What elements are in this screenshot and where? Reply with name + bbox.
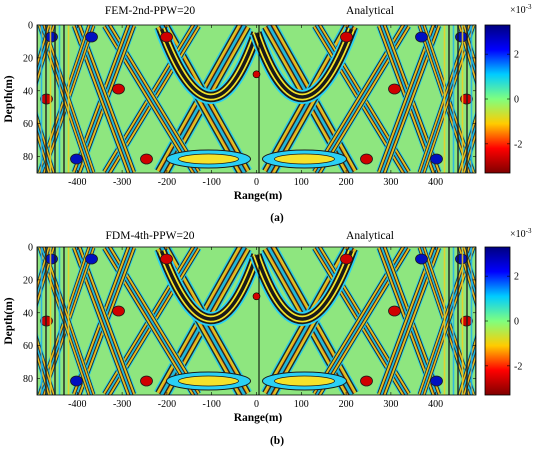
colorbar-exponent-b: ×10-3: [510, 227, 532, 240]
x-tick-label: 300: [383, 177, 398, 188]
y-tick-label: 40: [23, 86, 33, 97]
subfigure-label-b: (b): [270, 435, 284, 447]
y-tick-label: 0: [28, 243, 33, 254]
subfigure-label-a: (a): [270, 212, 284, 224]
source-marker-b: [252, 292, 261, 301]
y-tick-label: 80: [23, 152, 33, 163]
x-tick-label: -100: [203, 399, 221, 410]
right-title-a: Analytical: [346, 5, 394, 17]
x-axis-label-a: Range(m): [234, 190, 283, 202]
wave-band: [254, 28, 354, 99]
field-extremum: [388, 305, 401, 317]
colorbar-exponent-a: ×10-3: [510, 3, 532, 16]
wave-band: [159, 250, 259, 321]
x-tick-label: -200: [158, 177, 176, 188]
y-ticks-a: 0 20 40 60 80: [23, 21, 476, 163]
y-tick-label: 0: [28, 21, 33, 32]
wave-band: [460, 25, 476, 76]
x-ticks-a: -400 -300 -200 -100 0 100 200 300 400: [68, 25, 443, 188]
y-axis-label-b: Depth(m): [3, 297, 15, 344]
colorbar-gradient-b: [484, 246, 511, 396]
field-extremum: [140, 153, 153, 165]
y-axis-label-a: Depth(m): [3, 75, 15, 122]
field-extremum: [415, 253, 428, 265]
field-extremum: [160, 253, 173, 265]
panel-b: FDM-4th-PPW=20 Analytical -400 -300 -200 -1…: [3, 227, 532, 447]
field-extremum: [340, 31, 353, 43]
panel-a: FEM-2nd-PPW=20 Analytical -400 -300 -200 -1…: [3, 3, 532, 224]
colorbar-a: 2 0 -2 ×10-3: [484, 3, 532, 174]
field-extremum: [388, 83, 401, 95]
y-tick-label: 60: [23, 119, 33, 130]
y-tick-label: 40: [23, 308, 33, 319]
right-title-b: Analytical: [346, 230, 394, 242]
heatmap-b: [37, 247, 476, 395]
colorbar-tick-label: -2: [514, 361, 522, 372]
field-extremum: [112, 83, 125, 95]
field-extremum: [430, 375, 443, 387]
x-tick-label: 200: [339, 399, 354, 410]
field-extremum: [140, 375, 153, 387]
left-title-b: FDM-4th-PPW=20: [106, 230, 195, 242]
wave-band: [460, 247, 476, 298]
field-extremum: [112, 305, 125, 317]
wave-lobe: [274, 375, 335, 387]
colorbar-gradient-a: [484, 24, 511, 174]
left-title-a: FEM-2nd-PPW=20: [105, 5, 195, 17]
x-tick-label: 400: [428, 399, 443, 410]
x-tick-label: 0: [254, 399, 259, 410]
wave-band: [37, 122, 53, 173]
x-tick-label: -400: [68, 399, 86, 410]
x-tick-label: 200: [339, 177, 354, 188]
colorbar-tick-label: 0: [514, 95, 519, 106]
source-marker-a: [252, 70, 261, 79]
heatmap-a: [37, 25, 476, 173]
y-tick-label: 80: [23, 374, 33, 385]
colorbar-ticks-b: 2 0 -2: [485, 272, 522, 372]
x-tick-label: -400: [68, 177, 86, 188]
colorbar-tick-label: 2: [514, 272, 519, 283]
wave-lobe: [178, 375, 239, 387]
wave-band: [460, 344, 476, 395]
field-extremum: [430, 153, 443, 165]
x-tick-label: 300: [383, 399, 398, 410]
field-extremum: [70, 153, 83, 165]
colorbar-tick-label: 2: [514, 50, 519, 61]
wave-band: [460, 122, 476, 173]
y-tick-label: 20: [23, 275, 33, 286]
x-tick-label: -300: [113, 399, 131, 410]
wave-band: [37, 247, 53, 298]
y-ticks-b: 0 20 40 60 80: [23, 243, 476, 385]
x-tick-label: 0: [254, 177, 259, 188]
colorbar-b: 2 0 -2 ×10-3: [484, 227, 532, 396]
x-tick-label: -100: [203, 177, 221, 188]
x-tick-label: -300: [113, 177, 131, 188]
y-tick-label: 60: [23, 341, 33, 352]
x-tick-label: -200: [158, 399, 176, 410]
y-tick-label: 20: [23, 53, 33, 64]
x-tick-label: 100: [294, 399, 309, 410]
field-extremum: [160, 31, 173, 43]
field-extremum: [360, 375, 373, 387]
wave-band: [37, 344, 53, 395]
x-axis-label-b: Range(m): [234, 412, 283, 424]
field-extremum: [85, 31, 98, 43]
field-extremum: [85, 253, 98, 265]
field-extremum: [340, 253, 353, 265]
wave-lobe: [178, 153, 239, 165]
colorbar-ticks-a: 2 0 -2: [485, 50, 522, 150]
field-extremum: [70, 375, 83, 387]
wave-band: [159, 28, 259, 99]
colorbar-tick-label: -2: [514, 139, 522, 150]
x-tick-label: 100: [294, 177, 309, 188]
wave-band: [37, 25, 53, 76]
field-extremum: [415, 31, 428, 43]
wave-band: [254, 250, 354, 321]
wave-lobe: [274, 153, 335, 165]
x-ticks-b: -400 -300 -200 -100 0 100 200 300 400: [68, 247, 443, 410]
field-extremum: [360, 153, 373, 165]
colorbar-tick-label: 0: [514, 317, 519, 328]
x-tick-label: 400: [428, 177, 443, 188]
